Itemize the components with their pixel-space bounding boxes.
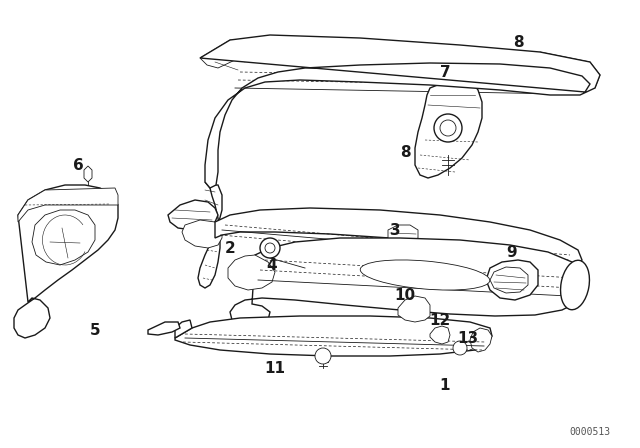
Polygon shape	[198, 182, 222, 288]
Circle shape	[265, 243, 275, 253]
Polygon shape	[148, 322, 180, 335]
Text: 0000513: 0000513	[570, 427, 611, 437]
Polygon shape	[398, 296, 430, 322]
Polygon shape	[490, 267, 528, 293]
Text: 6: 6	[72, 158, 83, 172]
Circle shape	[260, 238, 280, 258]
Text: 9: 9	[507, 245, 517, 259]
Text: 10: 10	[394, 288, 415, 302]
Text: 12: 12	[429, 313, 451, 327]
Polygon shape	[14, 185, 118, 338]
Polygon shape	[32, 210, 95, 265]
Ellipse shape	[360, 260, 490, 290]
Text: 8: 8	[400, 145, 410, 159]
Polygon shape	[415, 80, 482, 178]
Text: 1: 1	[440, 378, 451, 392]
Polygon shape	[200, 40, 250, 68]
Text: 13: 13	[458, 331, 479, 345]
Polygon shape	[516, 53, 528, 63]
Polygon shape	[230, 238, 585, 328]
Polygon shape	[182, 220, 222, 248]
Polygon shape	[175, 316, 492, 356]
Polygon shape	[215, 208, 582, 272]
Ellipse shape	[561, 260, 589, 310]
Polygon shape	[84, 166, 92, 182]
Polygon shape	[430, 326, 450, 344]
Polygon shape	[486, 260, 538, 300]
Polygon shape	[228, 255, 275, 290]
Circle shape	[440, 120, 456, 136]
Polygon shape	[528, 52, 600, 90]
Polygon shape	[168, 200, 218, 230]
Polygon shape	[470, 328, 492, 352]
Text: 3: 3	[390, 223, 400, 237]
Circle shape	[453, 341, 467, 355]
Polygon shape	[18, 188, 118, 222]
Circle shape	[315, 348, 331, 364]
Text: 5: 5	[90, 323, 100, 337]
Text: 8: 8	[513, 34, 524, 49]
Circle shape	[434, 114, 462, 142]
Text: 11: 11	[264, 361, 285, 375]
Polygon shape	[388, 225, 418, 242]
Text: 4: 4	[267, 258, 277, 272]
Polygon shape	[200, 35, 600, 188]
Text: 2: 2	[225, 241, 236, 255]
Text: 7: 7	[440, 65, 451, 79]
Polygon shape	[175, 320, 192, 338]
